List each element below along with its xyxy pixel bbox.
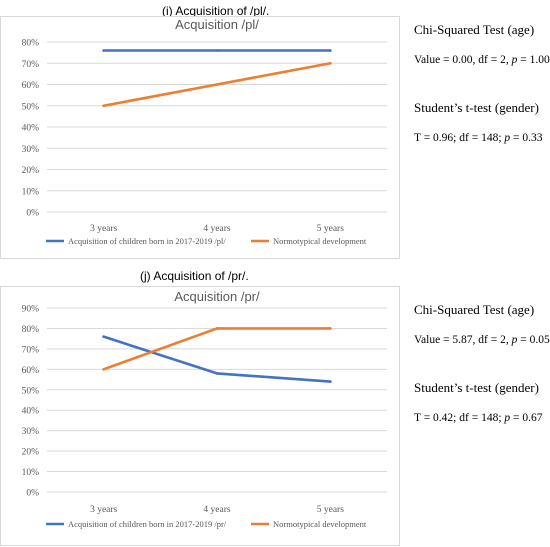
y-tick-label: 60% bbox=[22, 81, 40, 91]
y-tick-label: 70% bbox=[22, 345, 40, 355]
data-point bbox=[215, 327, 219, 330]
y-tick-label: 40% bbox=[22, 124, 40, 134]
y-tick-label: 60% bbox=[22, 366, 40, 376]
chi-squared-title: Chi-Squared Test (age) bbox=[414, 22, 535, 37]
series-line-1 bbox=[102, 335, 332, 383]
chart-pl: Acquisition /pl/0% 10% 20% 30% 40% 50% 60% 70% 8… bbox=[0, 16, 400, 259]
y-tick-label: 30% bbox=[22, 145, 40, 155]
y-tick-label: 70% bbox=[22, 60, 40, 70]
legend-label-1: Acquisition of children born in 2017-201… bbox=[68, 236, 226, 246]
data-point bbox=[215, 83, 219, 86]
t-test-title: Student’s t-test (gender) bbox=[414, 379, 539, 395]
chart-title: Acquisition /pr/ bbox=[174, 289, 260, 304]
data-point bbox=[102, 335, 105, 338]
chart-pr: Acquisition /pr/0% 10% 20% 30% 40% 50% 60% 70% 8… bbox=[0, 286, 400, 546]
x-tick-label: 5 years bbox=[317, 224, 344, 234]
y-tick-label: 80% bbox=[22, 39, 40, 49]
data-point bbox=[102, 104, 105, 108]
y-tick-label: 20% bbox=[22, 448, 40, 458]
data-point bbox=[329, 61, 332, 65]
y-tick-label: 10% bbox=[22, 187, 40, 197]
x-tick-label: 5 years bbox=[317, 505, 344, 515]
y-tick-label: 0% bbox=[26, 209, 39, 219]
y-tick-label: 80% bbox=[22, 325, 40, 335]
chart-pl-svg: Acquisition /pl/0% 10% 20% 30% 40% 50% 60% 70% 8… bbox=[22, 17, 387, 246]
chi-squared-values: Value = 5.87, df = 2, p = 0.05 bbox=[414, 333, 550, 346]
t-test-values: T = 0.96; df = 148; p = 0.33 bbox=[414, 131, 543, 144]
data-point bbox=[329, 380, 332, 383]
data-point bbox=[102, 368, 105, 371]
y-tick-label: 30% bbox=[22, 427, 40, 437]
stats-panel-j: Chi-Squared Test (age) Value = 5.87, df … bbox=[414, 302, 550, 426]
legend-label-2: Normotypical development bbox=[273, 236, 367, 246]
chi-squared-title: Chi-Squared Test (age) bbox=[414, 302, 535, 317]
y-tick-label: 0% bbox=[26, 489, 39, 499]
data-point bbox=[329, 49, 332, 52]
t-test-values: T = 0.42; df = 148; p = 0.67 bbox=[414, 411, 543, 424]
chart-title: Acquisition /pl/ bbox=[175, 17, 259, 32]
y-tick-label: 40% bbox=[22, 407, 40, 417]
x-tick-label: 4 years bbox=[203, 505, 230, 515]
data-point bbox=[215, 372, 219, 375]
legend-label-2: Normotypical development bbox=[273, 519, 367, 529]
figure-caption-i: (i) Acquisition of /pl/. bbox=[162, 4, 270, 18]
x-tick-label: 4 years bbox=[203, 224, 230, 234]
data-point bbox=[102, 49, 105, 52]
stats-panel-i: Chi-Squared Test (age) Value = 0.00, df … bbox=[414, 22, 550, 146]
chart-pr-svg: Acquisition /pr/0% 10% 20% 30% 40% 50% 60% 70% 8… bbox=[22, 289, 387, 529]
y-tick-label: 50% bbox=[22, 386, 40, 396]
y-tick-label: 20% bbox=[22, 166, 40, 176]
data-point bbox=[215, 49, 219, 52]
y-tick-label: 90% bbox=[22, 305, 40, 315]
data-point bbox=[329, 327, 332, 330]
chi-squared-values: Value = 0.00, df = 2, p = 1.00 bbox=[414, 53, 550, 66]
y-tick-label: 10% bbox=[22, 468, 40, 478]
y-tick-label: 50% bbox=[22, 102, 40, 112]
figure-caption-j: (j) Acquisition of /pr/. bbox=[140, 269, 249, 283]
x-tick-label: 3 years bbox=[90, 505, 117, 515]
t-test-title: Student’s t-test (gender) bbox=[414, 99, 539, 115]
legend-label-1: Acquisition of children born in 2017-201… bbox=[68, 519, 227, 529]
x-tick-label: 3 years bbox=[90, 224, 117, 234]
